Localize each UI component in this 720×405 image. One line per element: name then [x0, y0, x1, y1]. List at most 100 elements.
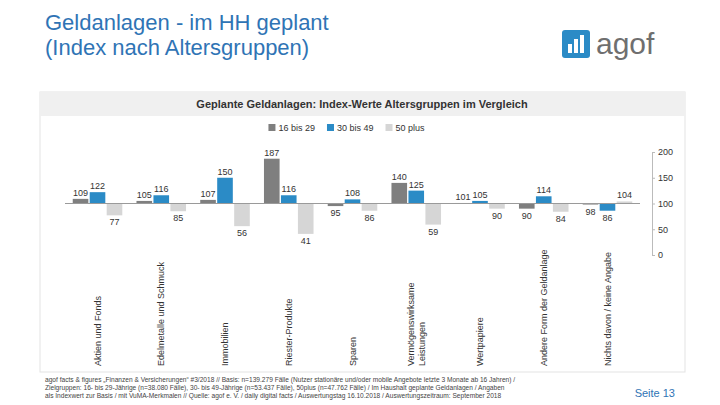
data-label: 84 — [556, 214, 566, 224]
x-tick-label: Andere Form der Geldanlage — [539, 249, 549, 366]
logo-text: agof — [596, 27, 655, 60]
data-label: 140 — [392, 172, 407, 182]
bar — [281, 195, 297, 203]
bar — [362, 204, 378, 211]
data-label: 122 — [90, 181, 105, 191]
bar — [153, 195, 169, 203]
data-label: 77 — [109, 217, 119, 227]
y-axis: 0 50 100 150 200 — [652, 147, 673, 260]
chart: Geldanlagen - im HH geplant(Index nach A… — [0, 0, 720, 405]
data-label: 85 — [173, 213, 183, 223]
legend-label: 30 bis 49 — [337, 123, 374, 133]
data-label: 98 — [586, 207, 596, 217]
bar — [200, 200, 216, 204]
y-axis-line — [653, 153, 656, 256]
bar — [425, 204, 441, 225]
x-tick: Immobilien — [220, 322, 230, 366]
legend-label: 50 plus — [396, 123, 426, 133]
data-label: 59 — [428, 227, 438, 237]
x-tick-label: Nichts davon / keine Angabe — [603, 252, 613, 366]
logo: agof — [562, 27, 655, 60]
data-label: 187 — [264, 148, 279, 158]
y-tick: 100 — [652, 199, 673, 209]
bar — [264, 159, 280, 204]
footer-line: als Indexwert zur Basis / mit VuMA-Merkm… — [45, 392, 502, 400]
y-tick-mark — [652, 255, 655, 256]
subtitle: Geplante Geldanlagen: Index-Werte Alters… — [196, 98, 528, 110]
y-tick-mark — [652, 178, 655, 179]
bar — [90, 192, 106, 203]
x-tick: Andere Form der Geldanlage — [539, 249, 549, 366]
data-label: 90 — [522, 211, 532, 221]
data-label: 86 — [602, 213, 612, 223]
x-tick: Sparen — [348, 337, 358, 366]
x-tick-label: Wertpapiere — [475, 317, 485, 366]
bar — [489, 204, 505, 209]
data-label: 109 — [73, 188, 88, 198]
legend-item: 50 plus — [386, 123, 426, 133]
bar — [73, 199, 89, 204]
bars — [73, 159, 633, 234]
x-axis: Aktien und Fonds Edelmetalle und Schmuck I… — [93, 249, 613, 366]
data-label: 108 — [345, 188, 360, 198]
x-tick: VermögenswirksameLeistungen — [406, 282, 427, 366]
y-tick: 200 — [652, 147, 673, 157]
y-tick-mark — [652, 152, 655, 153]
bar — [408, 191, 424, 204]
bar — [107, 204, 123, 216]
x-tick: Aktien und Fonds — [93, 295, 103, 366]
bar — [600, 204, 616, 211]
y-tick-label: 50 — [658, 225, 668, 235]
x-tick-label: Riester-Produkte — [284, 298, 294, 366]
data-label: 125 — [409, 180, 424, 190]
bar — [345, 199, 361, 203]
x-tick-label: Immobilien — [220, 322, 230, 366]
bar — [170, 204, 186, 212]
subtitle-band — [40, 92, 685, 116]
data-label: 104 — [617, 190, 632, 200]
data-labels: 1091051071879514010190981221161501161081… — [73, 148, 632, 246]
data-label: 105 — [472, 190, 487, 200]
y-tick: 50 — [652, 225, 668, 235]
x-tick-label: Sparen — [348, 337, 358, 366]
logo-bar — [580, 35, 584, 53]
y-tick-mark — [652, 229, 655, 230]
y-tick-label: 150 — [658, 173, 673, 183]
logo-bar — [568, 44, 572, 53]
bar — [234, 204, 250, 227]
bar — [536, 196, 552, 203]
legend-label: 16 bis 29 — [278, 123, 315, 133]
legend-swatch — [386, 124, 393, 131]
data-label: 86 — [364, 213, 374, 223]
x-tick: Edelmetalle und Schmuck — [156, 261, 166, 366]
y-tick-label: 100 — [658, 199, 673, 209]
legend-swatch — [268, 124, 275, 131]
bar — [519, 204, 535, 209]
page-number: Seite 13 — [635, 387, 675, 399]
footer-line: Zielgruppen: 16- bis 29-Jährige (n=38.08… — [45, 384, 505, 392]
y-tick-mark — [652, 204, 655, 205]
x-tick: Riester-Produkte — [284, 298, 294, 366]
y-tick-label: 200 — [658, 147, 673, 157]
x-tick: Wertpapiere — [475, 317, 485, 366]
panel — [40, 92, 685, 372]
logo-bar — [574, 39, 578, 53]
y-tick: 150 — [652, 173, 673, 183]
x-tick-label: Aktien und Fonds — [93, 295, 103, 366]
data-label: 41 — [301, 236, 311, 246]
data-label: 114 — [537, 185, 551, 195]
data-label: 116 — [154, 184, 168, 194]
legend: 16 bis 29 30 bis 49 50 plus — [268, 123, 425, 133]
data-label: 101 — [456, 192, 471, 202]
y-tick-label: 0 — [658, 250, 663, 260]
x-tick: Nichts davon / keine Angabe — [603, 252, 613, 366]
data-label: 150 — [217, 167, 232, 177]
x-tick-label: VermögenswirksameLeistungen — [406, 282, 427, 366]
y-tick: 0 — [652, 250, 663, 260]
data-label: 95 — [331, 208, 341, 218]
footer-line: agof facts & figures „Finanzen & Versich… — [45, 376, 515, 384]
bar — [217, 178, 233, 204]
data-label: 116 — [282, 184, 296, 194]
bar — [298, 204, 314, 234]
title: Geldanlagen - im HH geplant(Index nach A… — [45, 10, 329, 60]
